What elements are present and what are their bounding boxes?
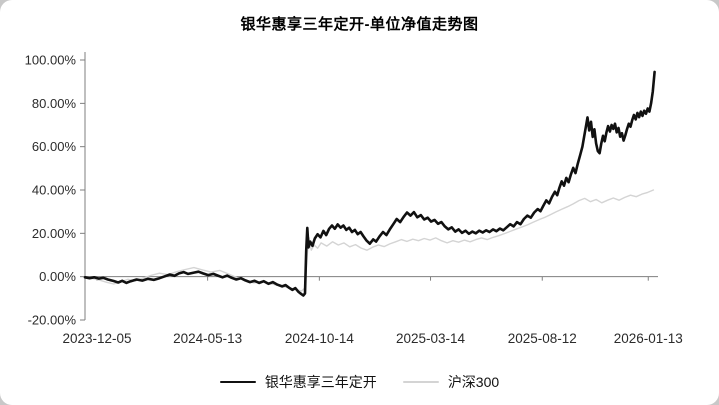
y-tick-label: 0.00%: [39, 269, 76, 284]
chart-legend: 银华惠享三年定开 沪深300: [0, 372, 719, 392]
fund-line-swatch: [219, 380, 256, 384]
y-tick-label: 80.00%: [32, 96, 77, 111]
x-tick-label: 2025-08-12: [508, 331, 577, 346]
x-tick-label: 2024-05-13: [173, 331, 242, 346]
x-tick-label: 2024-10-14: [285, 331, 355, 346]
legend-label-fund: 银华惠享三年定开: [264, 374, 377, 390]
y-tick-label: 100.00%: [25, 53, 77, 68]
index-line-swatch: [402, 381, 439, 383]
y-tick-label: -20.00%: [28, 313, 77, 328]
series-line-沪深300: [84, 189, 655, 292]
x-tick-label: 2023-12-05: [63, 331, 132, 346]
legend-item-index: 沪深300: [402, 372, 500, 392]
chart-title: 银华惠享三年定开-单位净值走势图: [240, 16, 479, 33]
y-tick-label: 20.00%: [32, 226, 77, 241]
legend-item-fund: 银华惠享三年定开: [219, 372, 377, 392]
x-tick-label: 2026-01-13: [614, 331, 683, 346]
y-tick-label: 60.00%: [32, 139, 77, 154]
x-tick-label: 2025-03-14: [396, 331, 466, 346]
legend-label-index: 沪深300: [447, 374, 500, 390]
series-line-银华惠享三年定开: [83, 70, 656, 297]
y-tick-label: 40.00%: [32, 183, 77, 198]
